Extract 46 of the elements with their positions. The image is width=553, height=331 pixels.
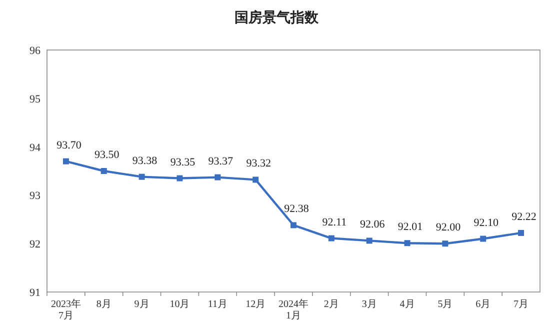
data-label: 92.11	[322, 216, 347, 228]
data-label: 92.38	[284, 203, 310, 216]
y-tick-label: 95	[30, 93, 41, 106]
x-tick-label: 8月	[96, 299, 112, 310]
x-tick-label: 10月	[170, 299, 190, 310]
point	[404, 240, 410, 246]
point	[62, 158, 69, 164]
point	[442, 240, 448, 247]
x-tick-label: 2023年 7月	[50, 298, 81, 322]
x-tick-label: 12月	[246, 299, 266, 310]
x-tick-label: 6月	[476, 299, 491, 310]
data-label: 92.22	[512, 210, 536, 223]
x-tick-label: 4月	[400, 299, 415, 310]
point	[290, 222, 296, 228]
data-label: 92.00	[436, 222, 462, 234]
y-tick-label: 96	[30, 45, 41, 57]
point	[518, 230, 524, 236]
x-tick-label: 11月	[208, 299, 228, 310]
data-label: 92.01	[398, 221, 423, 234]
data-label: 93.35	[170, 156, 196, 168]
y-tick-label: 94	[30, 142, 41, 154]
point	[366, 238, 372, 244]
point	[480, 236, 486, 242]
x-tick-label: 7月	[514, 299, 529, 310]
y-tick-label: 91	[30, 287, 40, 299]
point	[252, 176, 259, 183]
point	[138, 174, 145, 180]
y-tick-label: 93	[30, 190, 41, 202]
point	[328, 235, 334, 242]
data-label: 93.70	[56, 139, 82, 152]
x-tick-label: 5月	[438, 299, 453, 310]
data-label: 92.06	[360, 218, 386, 231]
point	[176, 175, 183, 182]
point	[100, 168, 107, 174]
x-tick-label: 3月	[362, 299, 377, 310]
chart-title: 国房景气指数	[234, 9, 320, 26]
data-label: 93.38	[132, 154, 158, 167]
data-label: 93.50	[94, 149, 120, 161]
point	[214, 174, 221, 180]
x-tick-label: 2024年 1月	[278, 298, 308, 322]
data-label: 93.32	[246, 158, 271, 170]
data-label: 93.37	[208, 155, 234, 168]
y-tick-label: 92	[30, 238, 40, 251]
data-label: 92.10	[474, 216, 499, 229]
x-tick-label: 2月	[324, 299, 339, 310]
x-tick-label: 9月	[134, 299, 150, 310]
